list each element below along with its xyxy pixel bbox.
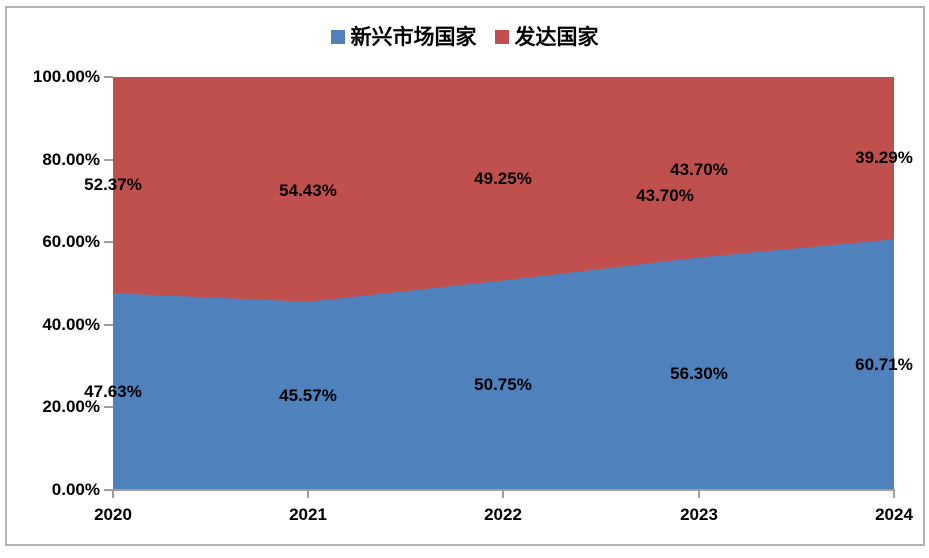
- x-axis-label-2020: 2020: [94, 505, 132, 524]
- x-axis-label-2021: 2021: [289, 505, 327, 524]
- x-tick-2021: [307, 491, 309, 498]
- data-label-developed-2021: 54.43%: [279, 181, 337, 200]
- legend-label-emerging-markets: 新兴市场国家: [350, 25, 477, 49]
- legend-label-developed-countries: 发达国家: [514, 25, 599, 49]
- legend-item-emerging-markets: 新兴市场国家: [330, 24, 477, 50]
- data-label-developed-2023: 43.70%: [670, 160, 728, 179]
- legend-swatch-developed-countries-icon: [494, 30, 509, 44]
- y-tick-100: [104, 76, 113, 78]
- x-tick-2024: [893, 491, 895, 498]
- stacked-area-svg: [113, 239, 894, 490]
- x-axis-line: [104, 489, 895, 491]
- x-axis-label-2023: 2023: [680, 505, 718, 524]
- legend-item-developed-countries: 发达国家: [494, 24, 599, 50]
- data-label-emerging-2020: 47.63%: [84, 382, 142, 401]
- x-tick-2022: [502, 491, 504, 498]
- x-axis-label-2024: 2024: [875, 505, 913, 524]
- legend-swatch-emerging-markets-icon: [330, 30, 345, 44]
- y-axis-label-100: 100.00%: [32, 67, 100, 86]
- x-tick-2023: [698, 491, 700, 498]
- x-tick-2020: [112, 491, 114, 498]
- plot-area: [113, 77, 894, 490]
- y-axis-label-0: 0.00%: [51, 480, 100, 499]
- emerging-markets-area-polygon: [113, 239, 894, 490]
- data-label-emerging-2021: 45.57%: [279, 386, 337, 405]
- y-axis-label-20: 20.00%: [42, 397, 100, 416]
- y-tick-80: [104, 159, 113, 161]
- data-label-emerging-2023: 56.30%: [670, 364, 728, 383]
- y-axis-label-80: 80.00%: [42, 150, 100, 169]
- data-label-developed-2020: 52.37%: [84, 175, 142, 194]
- chart-border-frame: [5, 6, 925, 546]
- legend: 新兴市场国家 发达国家: [0, 24, 929, 50]
- x-axis-label-2022: 2022: [484, 505, 522, 524]
- data-label-developed-2023-duplicate: 43.70%: [636, 186, 694, 205]
- data-label-emerging-2022: 50.75%: [474, 375, 532, 394]
- data-label-developed-2022: 49.25%: [474, 169, 532, 188]
- data-label-developed-2024: 39.29%: [855, 148, 913, 167]
- y-tick-40: [104, 324, 113, 326]
- data-label-emerging-2024: 60.71%: [855, 355, 913, 374]
- y-axis-label-60: 60.00%: [42, 232, 100, 251]
- y-axis-label-40: 40.00%: [42, 315, 100, 334]
- y-tick-20: [104, 406, 113, 408]
- y-tick-60: [104, 241, 113, 243]
